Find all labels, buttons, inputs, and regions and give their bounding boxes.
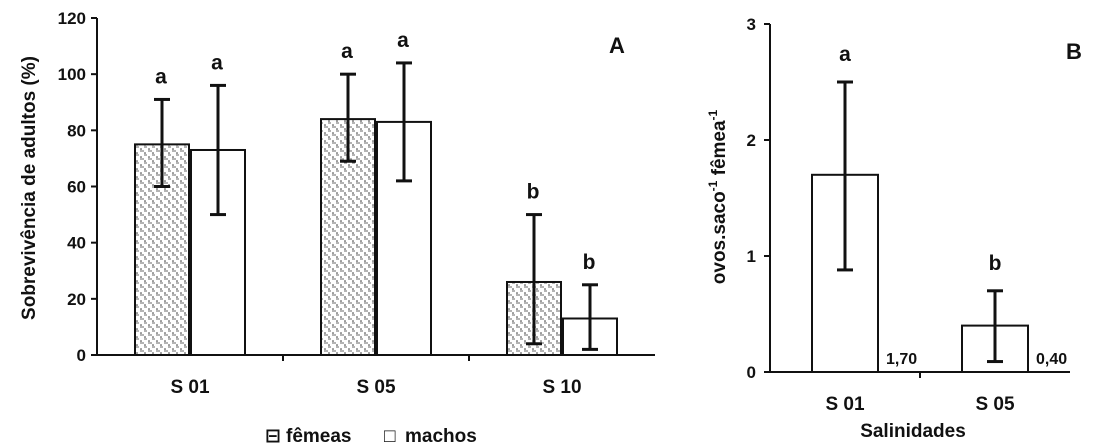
panel-b-value-label: 1,70 bbox=[886, 351, 917, 368]
panel-a-label: A bbox=[609, 33, 625, 58]
panel-a-y-tick-label: 120 bbox=[58, 9, 86, 28]
panel-b-y-axis-label: ovos.saco-1 fêmea-1 bbox=[706, 109, 730, 284]
panel-a-significance-letter: a bbox=[341, 40, 353, 63]
panel-b-chart: ovos.saco-1 fêmea-1 B Salinidades 0 1 2 3 S … bbox=[706, 15, 1082, 442]
panel-a-category-label: S 10 bbox=[542, 377, 581, 398]
panel-b-label: B bbox=[1066, 39, 1082, 64]
panel-a-chart: Sobrevivência de adultos (%) A 0 20 40 60 80… bbox=[19, 9, 655, 398]
panel-a-y-tick-label: 80 bbox=[67, 121, 86, 140]
panel-a-significance-letter: a bbox=[211, 51, 223, 74]
legend-marker-machos: □ bbox=[384, 426, 396, 447]
panel-b-y-tick-label: 3 bbox=[747, 15, 756, 34]
panel-a-bar-machos bbox=[376, 120, 432, 356]
panel-a-significance-letter: a bbox=[397, 29, 409, 52]
panel-a-y-tick-label: 20 bbox=[67, 290, 86, 309]
panel-b-category-label: S 05 bbox=[975, 394, 1015, 415]
panel-a-y-tick-label: 0 bbox=[77, 346, 86, 365]
panel-b-y-tick-label: 2 bbox=[747, 131, 756, 150]
panel-a-y-tick-label: 40 bbox=[67, 234, 86, 253]
panel-a-significance-letter: b bbox=[583, 251, 596, 274]
panel-a-significance-letter: b bbox=[527, 181, 540, 204]
legend: ⊟ fêmeas □ machos bbox=[265, 426, 477, 447]
panel-b-x-axis-label: Salinidades bbox=[860, 421, 966, 442]
panel-b-y-tick-label: 0 bbox=[747, 363, 756, 382]
panel-a-category-label: S 01 bbox=[170, 377, 210, 398]
panel-b-significance-letter: b bbox=[989, 252, 1002, 275]
legend-marker-femeas: ⊟ bbox=[265, 426, 281, 447]
panel-a-category-label: S 05 bbox=[356, 377, 396, 398]
legend-label-femeas: fêmeas bbox=[286, 426, 352, 447]
panel-b-y-tick-label: 1 bbox=[747, 247, 756, 266]
panel-a-y-tick-label: 60 bbox=[67, 178, 86, 197]
panel-a-y-axis-label: Sobrevivência de adultos (%) bbox=[19, 56, 40, 320]
panel-b-category-label: S 01 bbox=[825, 394, 865, 415]
panel-a-y-tick-label: 100 bbox=[58, 65, 86, 84]
panel-b-value-label: 0,40 bbox=[1036, 351, 1067, 368]
panel-a-significance-letter: a bbox=[155, 65, 167, 88]
legend-label-machos: machos bbox=[405, 426, 477, 447]
panel-b-significance-letter: a bbox=[839, 43, 851, 66]
